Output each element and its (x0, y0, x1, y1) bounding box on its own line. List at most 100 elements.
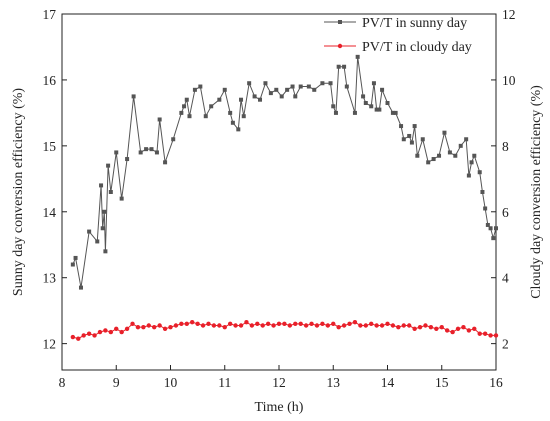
data-point (236, 127, 241, 132)
data-point (265, 321, 271, 327)
data-point (76, 336, 81, 341)
data-point (190, 320, 195, 325)
y-right-tick-label: 2 (502, 337, 509, 352)
y-left-axis-ticks: 12 13 14 15 16 17 (43, 7, 67, 352)
x-tick-label: 9 (113, 375, 120, 390)
data-point (73, 255, 78, 260)
data-point (412, 326, 417, 331)
data-point (437, 153, 442, 158)
data-point (99, 183, 104, 188)
data-point (431, 157, 436, 162)
data-point (374, 323, 379, 328)
data-point (103, 328, 108, 333)
data-point (377, 107, 382, 112)
data-point (439, 324, 444, 330)
data-point (379, 323, 385, 328)
x-tick-label: 12 (272, 375, 286, 390)
data-point (303, 323, 309, 328)
y-left-tick-label: 13 (43, 271, 57, 286)
data-point (162, 326, 168, 331)
data-point (358, 323, 363, 328)
data-point (401, 137, 406, 142)
data-point (485, 222, 490, 227)
data-point (130, 321, 135, 327)
legend-label-cloudy: PV/T in cloudy day (362, 40, 472, 55)
data-point (87, 229, 92, 234)
data-point (195, 321, 200, 327)
data-point (407, 323, 412, 328)
data-point (203, 114, 208, 119)
x-tick-label: 10 (164, 375, 178, 390)
data-point (477, 331, 482, 336)
data-point (363, 101, 368, 105)
data-point (222, 87, 227, 92)
data-point (70, 262, 75, 267)
data-point (469, 160, 474, 165)
data-point (407, 133, 412, 138)
data-point (423, 323, 428, 328)
data-point (390, 323, 396, 328)
data-point (369, 321, 374, 327)
plot-frame (61, 13, 497, 371)
data-point (260, 323, 265, 328)
data-point (241, 114, 246, 119)
data-point (187, 114, 192, 119)
data-point (480, 190, 485, 194)
data-point (493, 333, 499, 338)
data-point (331, 104, 336, 109)
data-point (146, 323, 151, 328)
data-point (396, 324, 401, 330)
data-point (102, 209, 107, 214)
data-point (290, 84, 295, 89)
data-point (488, 333, 493, 338)
data-point (252, 94, 257, 99)
data-point (119, 196, 124, 201)
data-point (184, 321, 189, 327)
y-left-tick-label: 17 (43, 7, 57, 22)
data-point (168, 324, 173, 330)
x-tick-label: 14 (381, 375, 395, 390)
data-point (385, 101, 390, 105)
data-point (453, 153, 458, 158)
data-point (434, 326, 439, 331)
x-tick-label: 15 (435, 375, 449, 390)
data-point (336, 64, 341, 69)
data-point (444, 328, 450, 333)
data-point (171, 137, 176, 142)
data-point (488, 226, 493, 231)
data-point (233, 323, 238, 328)
data-point (450, 329, 455, 335)
y-right-tick-label: 4 (502, 271, 509, 286)
data-point (369, 104, 374, 109)
data-point (352, 110, 357, 115)
data-point (70, 334, 76, 340)
data-point (108, 190, 113, 194)
data-point (466, 328, 472, 333)
data-point (131, 94, 136, 99)
data-point (371, 81, 376, 86)
data-point (119, 329, 124, 335)
data-point (344, 84, 349, 89)
data-point (184, 97, 189, 102)
data-point (125, 157, 130, 162)
data-point (95, 239, 100, 244)
data-point (279, 94, 284, 99)
data-point (152, 324, 157, 330)
data-point (401, 323, 406, 328)
legend: PV/T in sunny day PV/T in cloudy day (324, 16, 472, 55)
data-point (97, 329, 103, 335)
data-point (238, 323, 244, 328)
data-point (100, 226, 105, 231)
data-point (149, 147, 154, 152)
data-point (409, 140, 414, 145)
data-point (285, 87, 290, 92)
data-point (239, 97, 244, 102)
y-left-tick-label: 16 (43, 73, 57, 88)
data-point (320, 81, 325, 86)
data-point (325, 323, 331, 328)
data-point (103, 249, 108, 254)
data-point (222, 324, 227, 330)
data-point (157, 117, 162, 122)
data-point (412, 124, 417, 129)
